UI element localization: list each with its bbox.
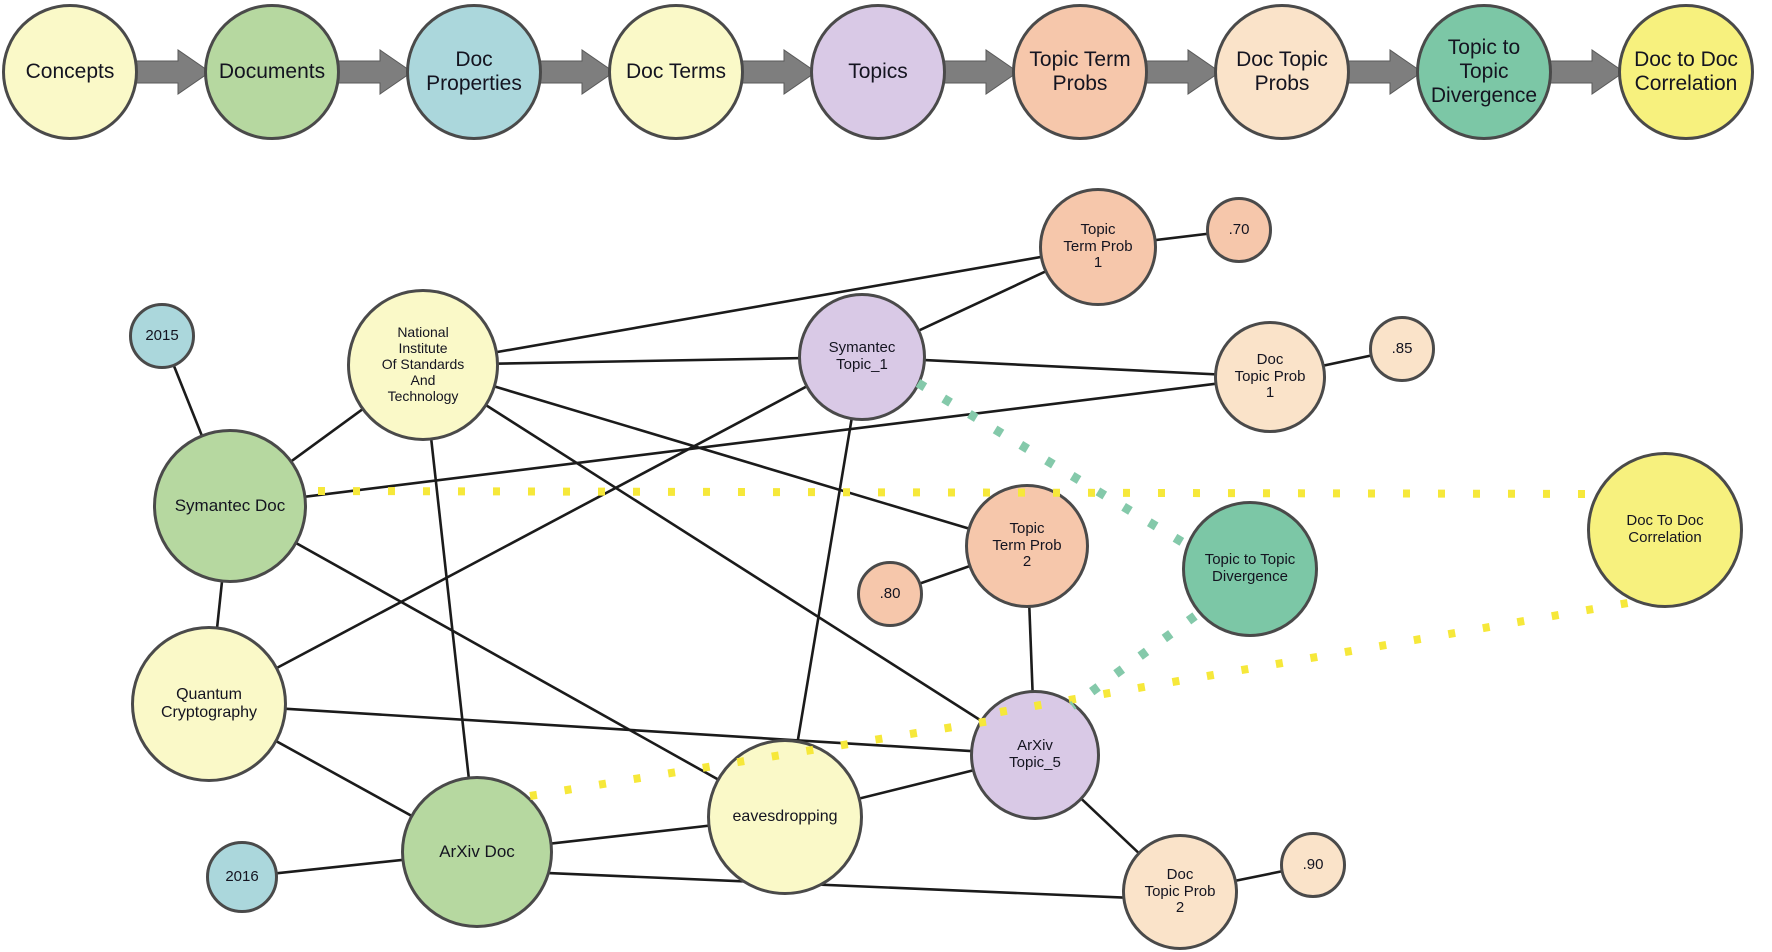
edge-arxiv-doc-doc-topic-prob-2 [476, 868, 1181, 902]
pipeline-step-doc-to-doc-correlation[interactable]: Doc to Doc Correlation [1618, 4, 1754, 140]
graph-node-label: Doc Topic Prob 1 [1234, 350, 1306, 402]
edge-nist-arxiv-doc [421, 364, 479, 853]
pipeline-step-concepts[interactable]: Concepts [2, 4, 138, 140]
flow-arrow [941, 49, 1019, 95]
flow-arrow [1345, 49, 1423, 95]
graph-node-topic-to-topic-divergence[interactable]: Topic to Topic Divergence [1182, 501, 1318, 637]
graph-node-label: 2016 [225, 867, 259, 885]
graph-node-label: Topic Term Prob 2 [992, 519, 1062, 571]
graph-node-label: Doc Topic Prob 2 [1144, 865, 1216, 917]
graph-node-value-80[interactable]: .80 [857, 561, 923, 627]
pipeline-step-label: Topic to Topic Divergence [1430, 36, 1538, 107]
graph-node-arxiv-doc[interactable]: ArXiv Doc [401, 776, 553, 928]
pipeline-step-topic-to-topic-divergence[interactable]: Topic to Topic Divergence [1416, 4, 1552, 140]
pipeline-step-doc-topic-probs[interactable]: Doc Topic Probs [1214, 4, 1350, 140]
dotted-edge-symantec-doc-correlation [317, 487, 1598, 498]
pipeline-step-label: Doc Terms [626, 60, 726, 84]
graph-node-arxiv-topic-5[interactable]: ArXiv Topic_5 [970, 690, 1100, 820]
pipeline-step-documents[interactable]: Documents [204, 4, 340, 140]
edge-nist-arxiv-topic-5 [422, 363, 1036, 757]
pipeline-step-label: Documents [218, 60, 326, 84]
graph-node-doc-to-doc-correlation[interactable]: Doc To Doc Correlation [1587, 452, 1743, 608]
edge-symantec-doc-doc-topic-prob-1 [229, 375, 1271, 508]
graph-node-value-85[interactable]: .85 [1369, 316, 1435, 382]
graph-node-value-70[interactable]: .70 [1206, 197, 1272, 263]
graph-node-nist[interactable]: National Institute Of Standards And Tech… [347, 289, 499, 441]
pipeline-step-topic-term-probs[interactable]: Topic Term Probs [1012, 4, 1148, 140]
edge-symantec-topic-1-doc-topic-prob-1 [861, 355, 1271, 379]
graph-node-label: ArXiv Doc [439, 842, 515, 862]
pipeline-step-topics[interactable]: Topics [810, 4, 946, 140]
graph-node-symantec-doc[interactable]: Symantec Doc [153, 429, 307, 583]
graph-node-label: Symantec Doc [174, 496, 286, 516]
edge-symantec-doc-eavesdropping [229, 504, 786, 819]
edge-nist-topic-term-prob-2 [422, 363, 1028, 548]
pipeline-step-doc-properties[interactable]: Doc Properties [406, 4, 542, 140]
flow-arrow [537, 49, 615, 95]
graph-node-doc-topic-prob-2[interactable]: Doc Topic Prob 2 [1122, 834, 1238, 950]
graph-node-label: National Institute Of Standards And Tech… [381, 324, 465, 404]
graph-node-label: Topic Term Prob 1 [1063, 220, 1133, 272]
graph-node-value-90[interactable]: .90 [1280, 832, 1346, 898]
graph-node-symantec-topic-1[interactable]: Symantec Topic_1 [798, 293, 926, 421]
pipeline-step-label: Topics [848, 60, 908, 84]
pipeline-step-label: Concepts [25, 60, 115, 84]
edge-quantum-cryptography-arxiv-topic-5 [208, 702, 1036, 757]
graph-node-doc-topic-prob-1[interactable]: Doc Topic Prob 1 [1214, 321, 1326, 433]
graph-node-label: Symantec Topic_1 [828, 339, 896, 373]
flow-arrow [1547, 49, 1625, 95]
graph-node-eavesdropping[interactable]: eavesdropping [707, 739, 863, 895]
pipeline-step-label: Topic Term Probs [1029, 48, 1131, 95]
graph-node-label: 2015 [145, 326, 179, 344]
pipeline-step-label: Doc Properties [426, 48, 522, 95]
graph-node-label: Doc To Doc Correlation [1626, 512, 1704, 546]
graph-node-2015[interactable]: 2015 [129, 303, 195, 369]
graph-node-label: .70 [1228, 220, 1250, 238]
graph-node-quantum-cryptography[interactable]: Quantum Cryptography [131, 626, 287, 782]
graph-node-topic-term-prob-2[interactable]: Topic Term Prob 2 [965, 484, 1089, 608]
graph-node-label: ArXiv Topic_5 [1009, 737, 1061, 771]
pipeline-step-label: Doc to Doc Correlation [1634, 48, 1738, 95]
dotted-edge-arxiv-topic-5-correlation [999, 596, 1646, 716]
dotted-edge-divergence-arxiv-topic-5 [1069, 612, 1198, 710]
flow-arrow [739, 49, 817, 95]
graph-node-label: Quantum Cryptography [160, 685, 258, 721]
pipeline-step-label: Doc Topic Probs [1236, 48, 1328, 95]
dotted-edge-arxiv-doc-arxiv-topic-5 [529, 715, 1003, 800]
graph-node-label: .80 [879, 584, 901, 602]
flow-arrow [133, 49, 211, 95]
edge-quantum-cryptography-symantec-topic-1 [208, 355, 863, 706]
pipeline-step-doc-terms[interactable]: Doc Terms [608, 4, 744, 140]
graph-node-label: .90 [1302, 855, 1324, 873]
graph-node-label: eavesdropping [732, 807, 838, 825]
graph-node-label: .85 [1391, 339, 1413, 357]
dotted-edge-symantec-topic-1-divergence [915, 379, 1195, 552]
graph-node-topic-term-prob-1[interactable]: Topic Term Prob 1 [1039, 188, 1157, 306]
flow-arrow [335, 49, 413, 95]
flow-arrow [1143, 49, 1221, 95]
edge-nist-topic-term-prob-1 [422, 245, 1099, 367]
graph-node-label: Topic to Topic Divergence [1204, 551, 1296, 585]
graph-node-2016[interactable]: 2016 [206, 841, 278, 913]
